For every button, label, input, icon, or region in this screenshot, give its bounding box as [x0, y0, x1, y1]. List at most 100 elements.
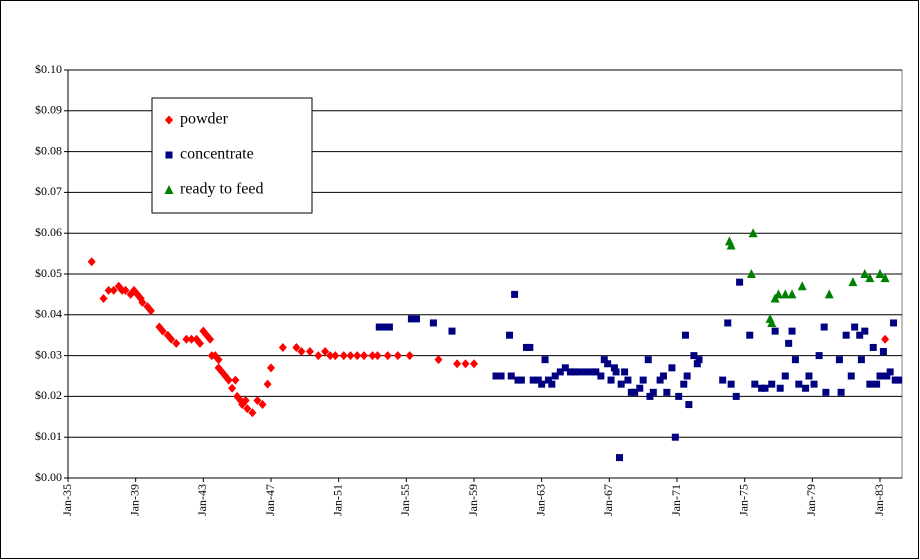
- x-tick-label: Jan-83: [872, 484, 886, 516]
- point: [407, 315, 415, 323]
- legend-marker: [164, 185, 174, 194]
- point: [561, 364, 569, 372]
- point: [780, 289, 790, 299]
- point: [724, 319, 732, 327]
- point: [746, 269, 756, 278]
- point: [873, 380, 881, 388]
- point: [346, 351, 355, 361]
- point: [797, 281, 807, 291]
- y-tick-label: $0.05: [35, 266, 62, 280]
- x-tick-label: Jan-63: [533, 484, 547, 516]
- x-tick-label: Jan-35: [60, 484, 74, 516]
- point: [538, 380, 546, 388]
- point: [597, 372, 605, 380]
- point: [412, 315, 420, 323]
- point: [866, 380, 874, 388]
- point: [890, 319, 898, 327]
- point: [429, 319, 437, 327]
- point: [751, 380, 759, 388]
- point: [869, 343, 877, 351]
- y-tick-label: $0.03: [35, 347, 62, 361]
- legend-label: concentrate: [180, 146, 254, 163]
- point: [138, 298, 147, 308]
- point: [837, 388, 845, 396]
- point: [497, 372, 505, 380]
- point: [506, 331, 514, 339]
- point: [258, 400, 267, 410]
- point: [607, 376, 615, 384]
- point: [453, 359, 462, 369]
- point: [492, 372, 500, 380]
- x-tick-label: Jan-51: [330, 484, 344, 516]
- point: [461, 359, 470, 369]
- point: [575, 368, 583, 376]
- y-tick-label: $0.10: [35, 62, 62, 76]
- point: [636, 384, 644, 392]
- y-tick-label: $0.08: [35, 143, 62, 157]
- point: [470, 359, 479, 369]
- point: [857, 356, 865, 364]
- point: [331, 351, 340, 361]
- point: [570, 368, 578, 376]
- point: [776, 384, 784, 392]
- y-tick-label: $0.04: [35, 307, 62, 321]
- point: [224, 375, 233, 385]
- point: [835, 356, 843, 364]
- point: [353, 351, 362, 361]
- legend: powder concentrate ready to feed: [151, 97, 313, 214]
- point: [685, 401, 693, 409]
- point: [671, 433, 679, 441]
- point: [604, 360, 612, 368]
- point: [727, 380, 735, 388]
- point: [795, 380, 803, 388]
- point: [810, 380, 818, 388]
- point: [383, 351, 392, 361]
- point: [263, 379, 272, 389]
- point: [104, 285, 113, 295]
- point: [582, 368, 590, 376]
- point: [880, 273, 890, 283]
- point: [695, 356, 703, 364]
- point: [856, 331, 864, 339]
- point: [719, 376, 727, 384]
- point: [615, 454, 623, 462]
- point: [99, 293, 108, 303]
- point: [314, 351, 323, 361]
- point: [243, 404, 252, 414]
- point: [788, 327, 796, 335]
- legend-label: ready to feed: [180, 181, 264, 198]
- y-tick-label: $0.06: [35, 225, 62, 239]
- y-tick-label: $0.09: [35, 103, 62, 117]
- point: [646, 392, 654, 400]
- point: [617, 380, 625, 388]
- point: [815, 352, 823, 360]
- y-tick-label: $0.01: [35, 429, 62, 443]
- point: [824, 289, 834, 299]
- point: [785, 339, 793, 347]
- point: [405, 351, 414, 361]
- point: [507, 372, 515, 380]
- point: [206, 334, 215, 344]
- y-tick-label: $0.07: [35, 184, 62, 198]
- point: [380, 323, 388, 331]
- point: [805, 372, 813, 380]
- x-tick-label: Jan-39: [127, 484, 141, 516]
- point: [172, 338, 181, 348]
- point: [214, 355, 223, 365]
- point: [639, 376, 647, 384]
- point: [675, 392, 683, 400]
- point: [886, 368, 894, 376]
- point: [761, 384, 769, 392]
- point: [146, 306, 155, 316]
- point: [321, 347, 330, 357]
- x-tick-label: Jan-67: [601, 484, 615, 516]
- point: [375, 323, 383, 331]
- point: [544, 376, 552, 384]
- x-tick-label: Jan-79: [804, 484, 818, 516]
- point: [292, 342, 301, 352]
- point: [448, 327, 456, 335]
- point: [791, 356, 799, 364]
- point: [434, 355, 443, 365]
- point: [656, 376, 664, 384]
- point: [663, 388, 671, 396]
